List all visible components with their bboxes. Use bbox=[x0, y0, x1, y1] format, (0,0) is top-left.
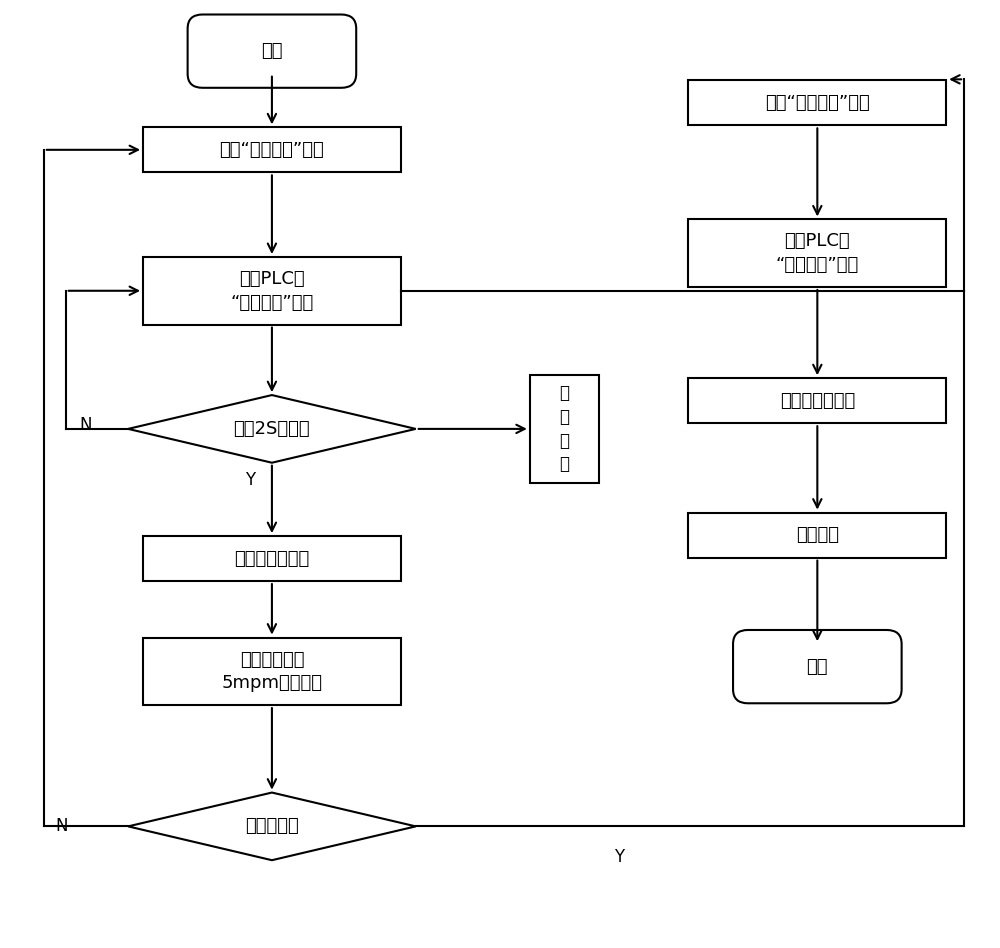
FancyBboxPatch shape bbox=[530, 374, 599, 483]
FancyBboxPatch shape bbox=[688, 378, 946, 423]
Text: Y: Y bbox=[614, 848, 624, 866]
Text: 炉前张紧辊以
5mpm速度旋转: 炉前张紧辊以 5mpm速度旋转 bbox=[221, 650, 322, 692]
FancyBboxPatch shape bbox=[733, 630, 902, 703]
Text: N: N bbox=[55, 817, 68, 835]
Polygon shape bbox=[128, 793, 416, 860]
Text: 主控PLC发
“停止运行”命令: 主控PLC发 “停止运行”命令 bbox=[776, 232, 859, 274]
FancyBboxPatch shape bbox=[143, 127, 401, 173]
FancyBboxPatch shape bbox=[688, 219, 946, 287]
Text: 按下“一键送带”按鈕: 按下“一键送带”按鈕 bbox=[220, 141, 324, 159]
Text: 延时2S完成？: 延时2S完成？ bbox=[234, 420, 310, 438]
Text: 带锂松弛？: 带锂松弛？ bbox=[245, 817, 299, 835]
FancyBboxPatch shape bbox=[688, 513, 946, 557]
Text: 张紧辊运转停止: 张紧辊运转停止 bbox=[780, 392, 855, 410]
Text: 结束: 结束 bbox=[807, 658, 828, 676]
FancyBboxPatch shape bbox=[688, 81, 946, 125]
Text: 松开“一键送带”按鈕: 松开“一键送带”按鈕 bbox=[765, 94, 870, 112]
Text: Y: Y bbox=[245, 470, 255, 488]
FancyBboxPatch shape bbox=[143, 257, 401, 324]
FancyBboxPatch shape bbox=[143, 536, 401, 581]
FancyBboxPatch shape bbox=[143, 637, 401, 705]
Text: 主控PLC发
“压辊抬起”命令: 主控PLC发 “压辊抬起”命令 bbox=[230, 270, 314, 312]
Text: N: N bbox=[79, 416, 92, 434]
Polygon shape bbox=[128, 395, 416, 463]
Text: 压
辊
抬
起: 压 辊 抬 起 bbox=[559, 385, 569, 473]
FancyBboxPatch shape bbox=[188, 14, 356, 88]
Text: 压辊压下: 压辊压下 bbox=[796, 526, 839, 544]
Text: 张紧辊启动运行: 张紧辊启动运行 bbox=[234, 550, 310, 568]
Text: 开始: 开始 bbox=[261, 42, 283, 60]
